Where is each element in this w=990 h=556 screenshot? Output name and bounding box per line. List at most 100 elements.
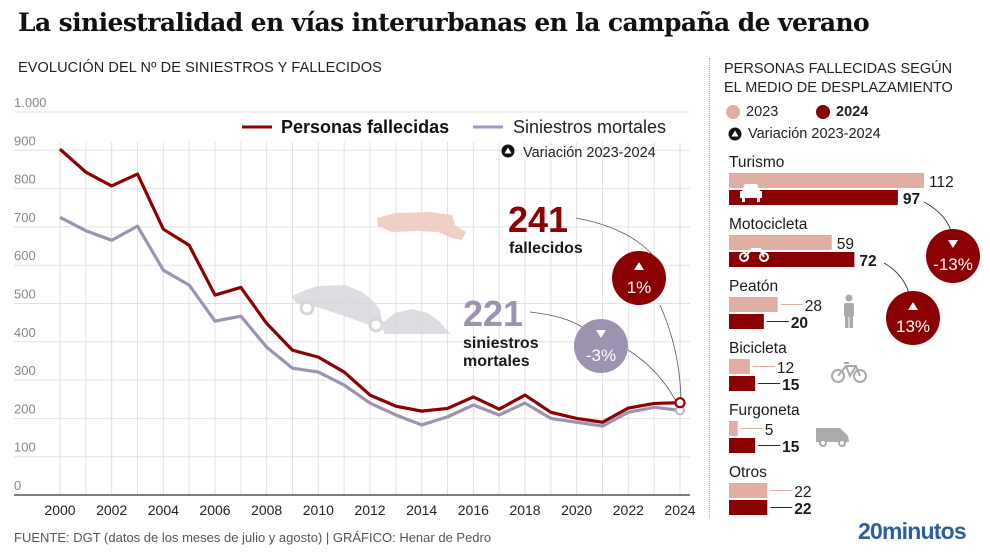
bar-value-label: 15 <box>782 377 800 394</box>
bar-value-label: 20 <box>791 315 808 332</box>
category-label: Bicicleta <box>729 340 787 357</box>
category-label: Turismo <box>729 154 784 171</box>
turismo-change-value: -13% <box>933 255 973 274</box>
category-label: Peatón <box>729 278 778 295</box>
x-tick-label: 2012 <box>354 502 385 518</box>
bar-chart: Turismo 112 97 Motocicleta 59 72 Peatón 2820Bic… <box>729 154 954 518</box>
crash-illustration <box>292 212 466 334</box>
van-icon <box>816 428 849 447</box>
x-tick-label: 2020 <box>561 502 592 518</box>
source-credit: FUENTE: DGT (datos de los meses de julio… <box>14 530 492 545</box>
x-tick-label: 2022 <box>613 502 644 518</box>
bar-2023 <box>729 483 768 498</box>
legend-label-variacion-right: Variación 2023-2024 <box>748 126 881 142</box>
siniestros-label-line1: siniestros <box>463 335 539 352</box>
category-label: Otros <box>729 464 767 481</box>
legend-swatch-2024 <box>816 105 830 119</box>
siniestros-2024-value: 221 <box>463 293 523 334</box>
line-series <box>58 147 681 428</box>
bar-2023 <box>729 359 750 374</box>
grid <box>14 111 690 496</box>
y-tick-label: 100 <box>14 440 36 455</box>
brand-logo: 20minutos <box>858 518 967 544</box>
bar-value-label: 12 <box>777 360 794 377</box>
y-tick-label: 300 <box>14 363 36 378</box>
x-tick-label: 2004 <box>148 502 179 518</box>
x-tick-label: 2018 <box>509 502 540 518</box>
bar-value-label: 59 <box>837 236 854 253</box>
category-label: Furgoneta <box>729 402 800 419</box>
bar-value-label: 15 <box>782 439 800 456</box>
fallecidos-change-badge <box>612 251 666 305</box>
x-tick-label: 2000 <box>44 502 75 518</box>
y-tick-label: 600 <box>14 248 36 263</box>
x-tick-label: 2006 <box>199 502 230 518</box>
bar-2024 <box>729 438 756 453</box>
x-tick-label: 2024 <box>664 502 695 518</box>
bar-2023 <box>729 297 778 312</box>
legend-label-2024: 2024 <box>836 104 869 120</box>
variation-legend-icon <box>728 127 742 141</box>
legend-2024: 2024 <box>816 104 868 120</box>
right-panel-title-line1: PERSONAS FALLECIDAS SEGÚN <box>724 61 953 77</box>
legend-swatch-2023 <box>726 105 740 119</box>
bar-2023 <box>729 421 738 436</box>
bar-value-label: 22 <box>794 501 811 518</box>
siniestros-change-badge <box>574 319 628 373</box>
x-tick-label: 2002 <box>96 502 127 518</box>
car-icon <box>740 184 762 202</box>
fallecidos-2024-value: 241 <box>508 199 568 240</box>
right-panel-title-line2: EL MEDIO DE DESPLAZAMIENTO <box>724 80 953 96</box>
connector-siniestros-top <box>529 311 583 328</box>
bar-value-label: 28 <box>805 298 822 315</box>
x-tick-label: 2016 <box>458 502 489 518</box>
y-tick-label: 200 <box>14 401 36 416</box>
bar-value-label: 22 <box>794 484 811 501</box>
fallecidos-2024-marker <box>674 397 686 409</box>
pedestrian-icon <box>844 294 854 328</box>
bar-2024 <box>729 500 768 515</box>
legend-variacion-right: Variación 2023-2024 <box>728 126 881 142</box>
triangle-down-icon <box>948 240 958 248</box>
category-label: Motocicleta <box>729 216 808 233</box>
legend-label-fallecidas: Personas fallecidas <box>281 117 449 137</box>
motorcycle-icon <box>739 248 769 262</box>
moto-change-badge <box>886 291 940 345</box>
y-tick-label: 0 <box>14 478 21 493</box>
triangle-up-icon <box>504 147 512 154</box>
siniestros-change-value: -3% <box>586 346 616 365</box>
bar-2023 <box>729 235 832 250</box>
chart-title: La siniestralidad en vías interurbanas e… <box>18 8 870 37</box>
y-tick-label: 800 <box>14 172 36 187</box>
legend-label-variacion: Variación 2023-2024 <box>523 145 656 161</box>
triangle-up-icon <box>634 262 644 270</box>
connector-siniestros-bottom <box>627 349 679 406</box>
bicycle-icon <box>831 362 867 383</box>
y-axis-labels: 0 100 200 300 400 500 600 700 800 900 1.000 <box>14 95 47 493</box>
triangle-down-icon <box>596 330 606 338</box>
y-tick-label: 400 <box>14 325 36 340</box>
x-axis-labels: 2000 2002 2004 2006 2008 2010 2012 2014 2016 2018… <box>44 502 695 518</box>
right-panel-title: PERSONAS FALLECIDAS SEGÚN EL MEDIO DE DE… <box>724 60 953 98</box>
moto-change-value: 13% <box>896 317 930 336</box>
turismo-change-badge <box>926 229 980 283</box>
line-chart-subtitle: EVOLUCIÓN DEL Nº DE SINIESTROS Y FALLECI… <box>18 60 382 76</box>
bar-value-label: 112 <box>929 174 954 191</box>
siniestros-label-line2: mortales <box>463 353 530 370</box>
bar-2024 <box>729 314 764 329</box>
bar-2024 <box>729 376 756 391</box>
x-tick-label: 2014 <box>406 502 437 518</box>
y-tick-label: 700 <box>14 210 36 225</box>
triangle-up-icon <box>908 302 918 310</box>
fallecidos-change-value: 1% <box>627 278 652 297</box>
bar-value-label: 72 <box>859 253 876 270</box>
bar-value-label: 5 <box>765 422 774 439</box>
legend-label-2023: 2023 <box>746 104 779 120</box>
bar-value-label: 97 <box>903 191 920 208</box>
connector-fallecidos-bottom <box>659 304 682 401</box>
fallecidos-label: fallecidos <box>509 240 583 257</box>
x-tick-label: 2010 <box>303 502 334 518</box>
endpoint-markers <box>674 397 686 416</box>
legend-2023: 2023 <box>726 104 778 120</box>
legend-label-siniestros: Siniestros mortales <box>513 117 666 137</box>
